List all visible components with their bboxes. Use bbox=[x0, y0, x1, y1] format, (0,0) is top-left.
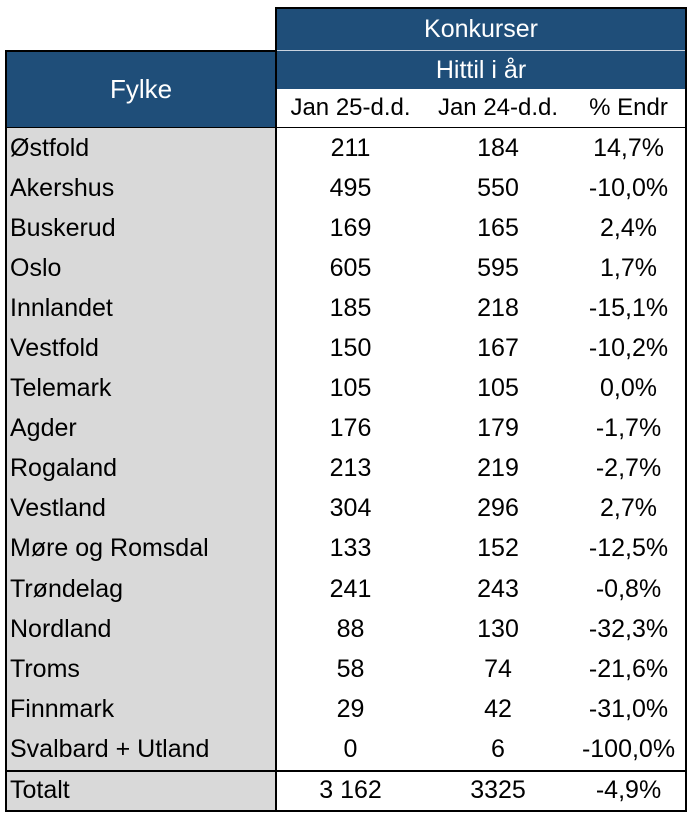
jan25-cell: 150 bbox=[276, 328, 424, 369]
column-header-endr: % Endr bbox=[572, 89, 688, 128]
fylke-cell: Agder bbox=[5, 408, 277, 449]
table-row: Møre og Romsdal 133 152 -12,5% bbox=[5, 528, 688, 570]
endr-cell: -10,0% bbox=[572, 168, 688, 209]
bankruptcy-table: Konkurser Fylke Hittil i år Jan 25-d.d. … bbox=[5, 7, 688, 812]
endr-cell: -31,0% bbox=[572, 689, 688, 730]
fylke-cell: Oslo bbox=[5, 248, 277, 289]
column-header-jan24: Jan 24-d.d. bbox=[424, 89, 572, 128]
fylke-cell: Innlandet bbox=[5, 288, 277, 329]
table-row: Svalbard + Utland 0 6 -100,0% bbox=[5, 729, 688, 771]
jan25-cell: 29 bbox=[276, 689, 424, 730]
jan25-cell: 169 bbox=[276, 208, 424, 249]
table-row: Oslo 605 595 1,7% bbox=[5, 248, 688, 289]
jan25-cell: 58 bbox=[276, 649, 424, 690]
endr-cell: -32,3% bbox=[572, 609, 688, 650]
header-corner bbox=[6, 8, 276, 51]
fylke-cell: Rogaland bbox=[5, 448, 277, 489]
jan25-cell: 133 bbox=[276, 528, 424, 570]
jan25-cell: 211 bbox=[276, 127, 424, 169]
total-endr: -4,9% bbox=[572, 769, 688, 812]
fylke-cell: Vestfold bbox=[5, 328, 277, 369]
jan25-cell: 185 bbox=[276, 288, 424, 329]
total-row: Totalt 3 162 3325 -4,9% bbox=[5, 769, 688, 812]
fylke-cell: Troms bbox=[5, 649, 277, 690]
table-row: Rogaland 213 219 -2,7% bbox=[5, 448, 688, 489]
endr-cell: -15,1% bbox=[572, 288, 688, 329]
jan24-cell: 105 bbox=[424, 368, 572, 409]
table-row: Troms 58 74 -21,6% bbox=[5, 649, 688, 690]
table-row: Vestfold 150 167 -10,2% bbox=[5, 328, 688, 369]
fylke-cell: Nordland bbox=[5, 609, 277, 650]
endr-cell: -100,0% bbox=[572, 729, 688, 771]
jan25-cell: 495 bbox=[276, 168, 424, 209]
jan24-cell: 550 bbox=[424, 168, 572, 209]
jan25-cell: 605 bbox=[276, 248, 424, 289]
fylke-cell: Buskerud bbox=[5, 208, 277, 249]
fylke-cell: Svalbard + Utland bbox=[5, 729, 277, 771]
jan24-cell: 6 bbox=[424, 729, 572, 771]
fylke-header: Fylke bbox=[5, 49, 276, 128]
jan25-cell: 304 bbox=[276, 488, 424, 529]
fylke-cell: Østfold bbox=[5, 127, 277, 169]
jan24-cell: 179 bbox=[424, 408, 572, 449]
jan25-cell: 176 bbox=[276, 408, 424, 449]
fylke-cell: Vestland bbox=[5, 488, 277, 529]
jan24-cell: 167 bbox=[424, 328, 572, 369]
jan25-cell: 241 bbox=[276, 569, 424, 610]
header-row-group: Konkurser bbox=[6, 7, 688, 51]
table-row: Trøndelag 241 243 -0,8% bbox=[5, 569, 688, 610]
endr-cell: -21,6% bbox=[572, 649, 688, 690]
table-row: Telemark 105 105 0,0% bbox=[5, 368, 688, 409]
endr-cell: -10,2% bbox=[572, 328, 688, 369]
jan24-cell: 296 bbox=[424, 488, 572, 529]
jan24-cell: 219 bbox=[424, 448, 572, 489]
table-row: Akershus 495 550 -10,0% bbox=[5, 168, 688, 209]
jan25-cell: 213 bbox=[276, 448, 424, 489]
table-row: Østfold 211 184 14,7% bbox=[5, 127, 688, 169]
jan24-cell: 152 bbox=[424, 528, 572, 570]
header-row-sub: Fylke Hittil i år bbox=[5, 49, 688, 128]
fylke-cell: Telemark bbox=[5, 368, 277, 409]
endr-cell: 14,7% bbox=[572, 127, 688, 169]
table-row: Nordland 88 130 -32,3% bbox=[5, 609, 688, 650]
group-title: Konkurser bbox=[274, 7, 688, 51]
jan25-cell: 88 bbox=[276, 609, 424, 650]
table-row: Buskerud 169 165 2,4% bbox=[5, 208, 688, 249]
endr-cell: 0,0% bbox=[572, 368, 688, 409]
sub-title: Hittil i år bbox=[274, 50, 688, 89]
fylke-cell: Akershus bbox=[5, 168, 277, 209]
table-row: Finnmark 29 42 -31,0% bbox=[5, 689, 688, 730]
endr-cell: -12,5% bbox=[572, 528, 688, 570]
endr-cell: -0,8% bbox=[572, 569, 688, 610]
fylke-cell: Finnmark bbox=[5, 689, 277, 730]
jan24-cell: 130 bbox=[424, 609, 572, 650]
endr-cell: 2,4% bbox=[572, 208, 688, 249]
total-jan25: 3 162 bbox=[276, 769, 424, 812]
jan25-cell: 0 bbox=[276, 729, 424, 771]
table-row: Innlandet 185 218 -15,1% bbox=[5, 288, 688, 329]
jan24-cell: 184 bbox=[424, 127, 572, 169]
column-header-jan25: Jan 25-d.d. bbox=[275, 89, 424, 128]
total-label: Totalt bbox=[5, 769, 277, 812]
endr-cell: -1,7% bbox=[572, 408, 688, 449]
jan24-cell: 42 bbox=[424, 689, 572, 730]
jan24-cell: 74 bbox=[424, 649, 572, 690]
fylke-cell: Møre og Romsdal bbox=[5, 528, 277, 570]
endr-cell: 1,7% bbox=[572, 248, 688, 289]
jan24-cell: 165 bbox=[424, 208, 572, 249]
table-row: Vestland 304 296 2,7% bbox=[5, 488, 688, 529]
jan24-cell: 218 bbox=[424, 288, 572, 329]
table-row: Agder 176 179 -1,7% bbox=[5, 408, 688, 449]
endr-cell: -2,7% bbox=[572, 448, 688, 489]
jan24-cell: 243 bbox=[424, 569, 572, 610]
fylke-cell: Trøndelag bbox=[5, 569, 277, 610]
table-body: Østfold 211 184 14,7% Akershus 495 550 -10,0% Bu… bbox=[5, 127, 688, 771]
column-header-row: Jan 25-d.d. Jan 24-d.d. % Endr bbox=[6, 89, 688, 128]
endr-cell: 2,7% bbox=[572, 488, 688, 529]
jan24-cell: 595 bbox=[424, 248, 572, 289]
jan25-cell: 105 bbox=[276, 368, 424, 409]
total-jan24: 3325 bbox=[424, 769, 572, 812]
